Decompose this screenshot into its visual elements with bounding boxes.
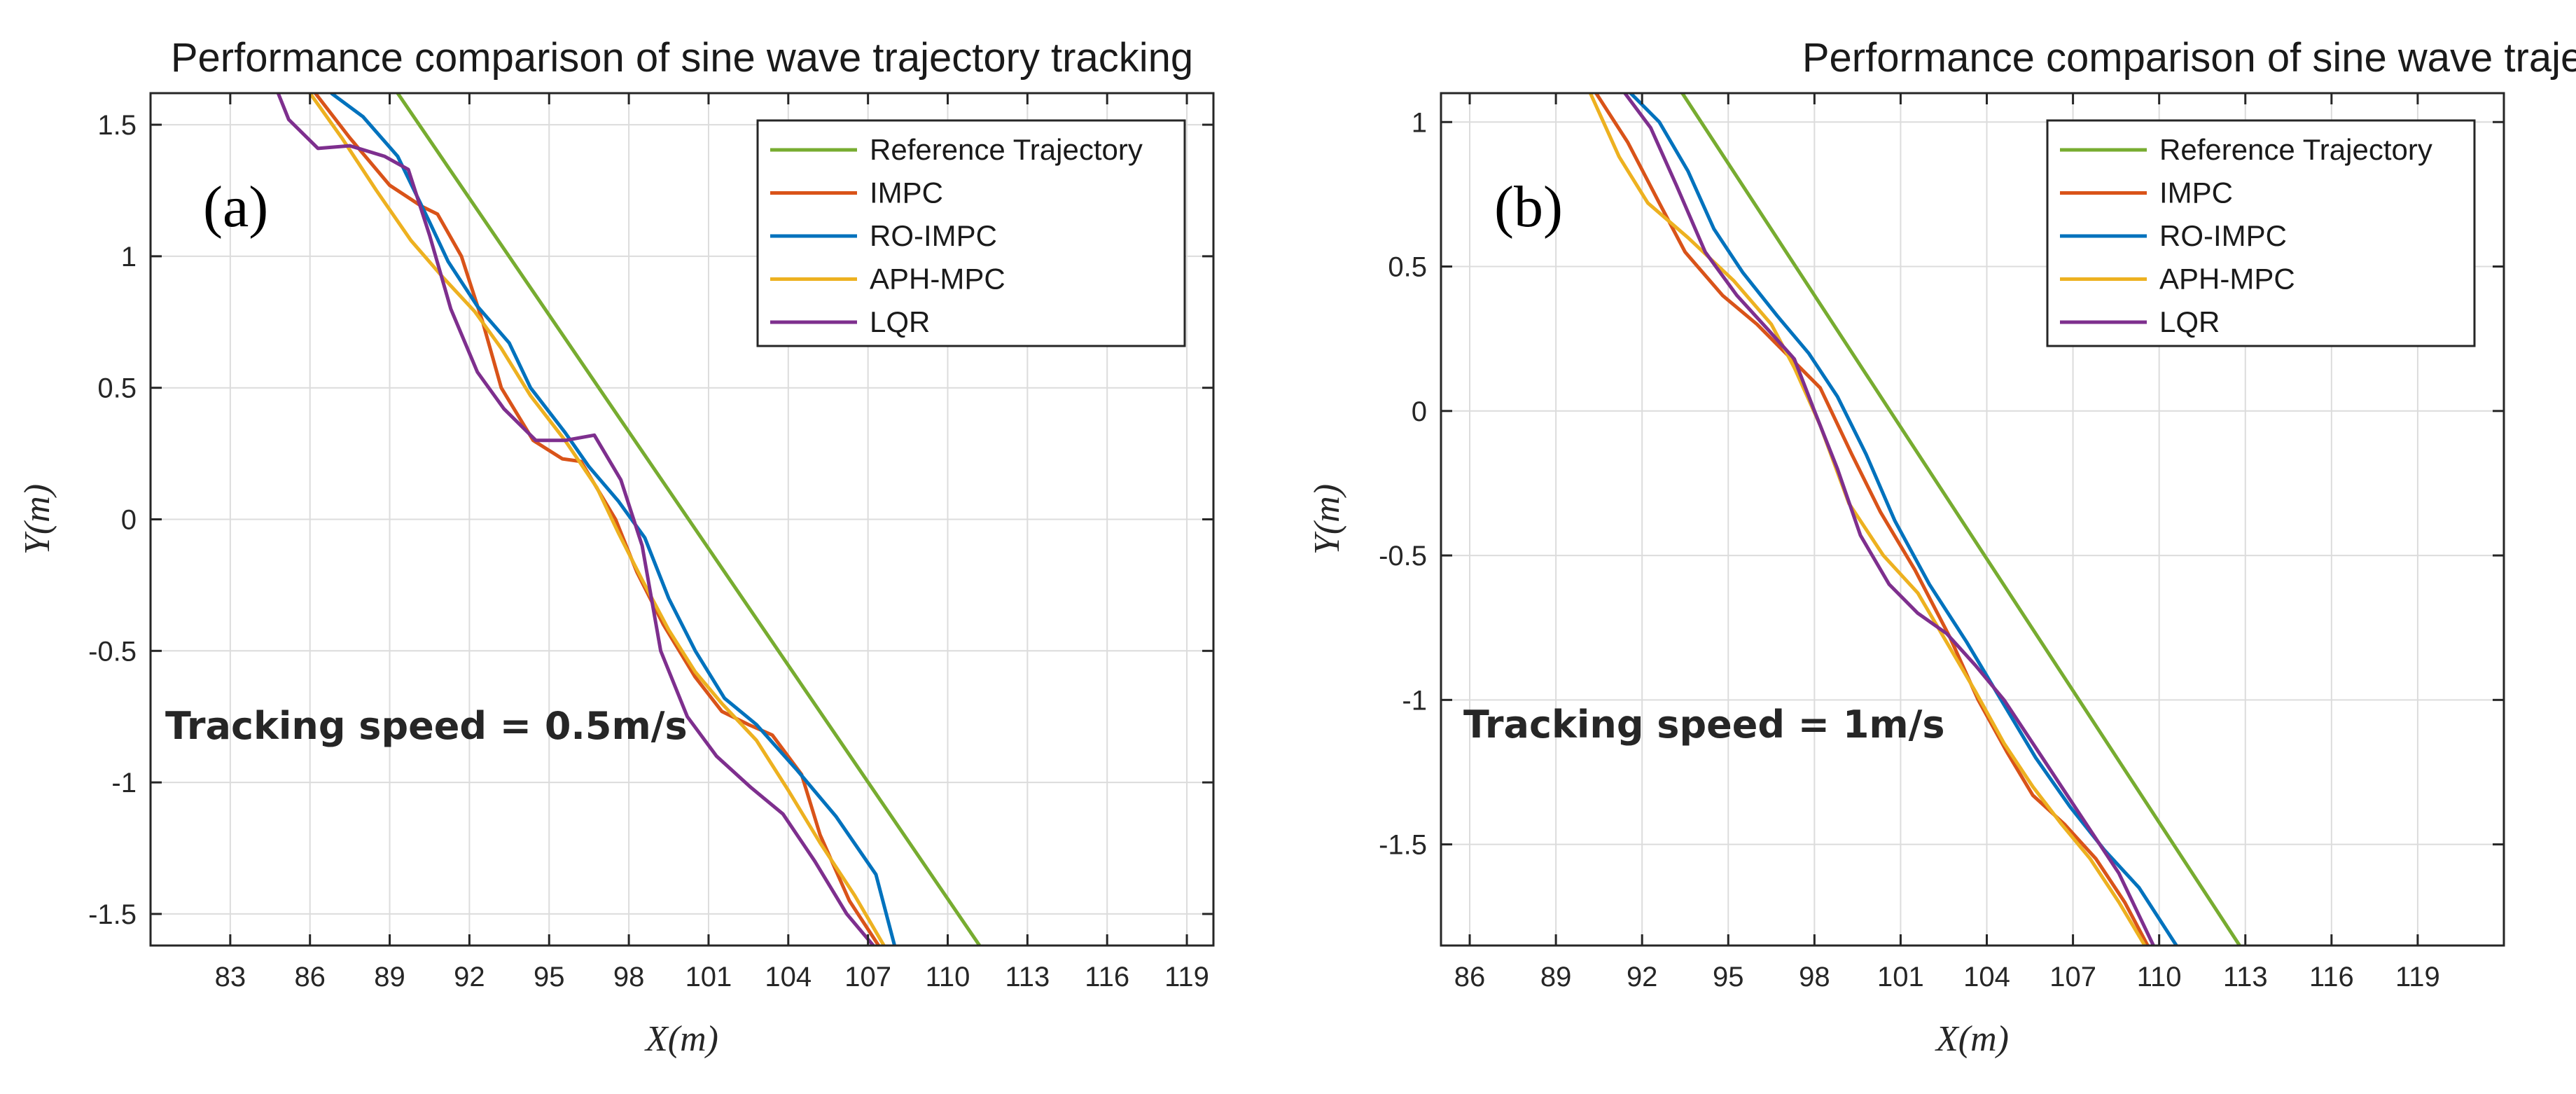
legend-entry: RO-IMPC bbox=[2159, 219, 2287, 252]
legend-box bbox=[756, 119, 1186, 347]
legend-entry: IMPC bbox=[2159, 176, 2233, 209]
speed-annotation: Tracking speed = 0.5m/s bbox=[165, 704, 688, 748]
x-tick-label: 95 bbox=[1713, 962, 1744, 992]
legend-entry: RO-IMPC bbox=[870, 219, 997, 252]
x-tick-label: 104 bbox=[765, 962, 812, 992]
legend-entry: APH-MPC bbox=[870, 263, 1005, 296]
series-line-ro-impc bbox=[330, 93, 897, 946]
y-tick-label: -0.5 bbox=[1379, 541, 1427, 572]
x-tick-label: 95 bbox=[534, 962, 565, 992]
chart-title: Performance comparison of sine wave traj… bbox=[171, 35, 1193, 81]
legend-entry: LQR bbox=[2159, 305, 2220, 338]
series-line-reference-trajectory bbox=[396, 93, 982, 946]
x-tick-label: 104 bbox=[1963, 962, 2010, 992]
series-line-aph-mpc bbox=[1589, 93, 2147, 946]
x-tick-label: 92 bbox=[1627, 962, 1658, 992]
axes-box bbox=[1440, 92, 2505, 947]
x-tick-label: 101 bbox=[1877, 962, 1924, 992]
legend-entry: APH-MPC bbox=[2159, 263, 2295, 296]
y-axis-label: Y(m) bbox=[1307, 484, 1347, 555]
series-line-reference-trajectory bbox=[1680, 93, 2241, 946]
x-tick-label: 116 bbox=[2309, 962, 2354, 992]
x-tick-label: 101 bbox=[685, 962, 732, 992]
y-tick-label: -1 bbox=[1402, 685, 1427, 716]
speed-annotation: Tracking speed = 1m/s bbox=[1463, 702, 1945, 747]
chart-panel-1: 86 89 92 95 98 101 104 107 110 113 116 119 -1.5 -1 -0.… bbox=[1307, 35, 2576, 1059]
x-tick-label: 89 bbox=[1540, 962, 1572, 992]
panel-label: (b) bbox=[1494, 174, 1563, 240]
y-axis-label: Y(m) bbox=[18, 484, 57, 555]
panel-label: (a) bbox=[203, 174, 268, 240]
series-line-lqr bbox=[276, 93, 875, 946]
series-line-impc bbox=[1594, 93, 2150, 946]
y-tick-label: 0 bbox=[121, 505, 137, 536]
x-tick-label: 98 bbox=[613, 962, 645, 992]
x-axis-label: X(m) bbox=[644, 1019, 718, 1059]
chart-title: Performance comparison of sine wave traj… bbox=[1802, 35, 2576, 81]
y-tick-label: -1.5 bbox=[1379, 830, 1427, 861]
x-tick-label: 89 bbox=[374, 962, 405, 992]
y-tick-label: 0.5 bbox=[1388, 252, 1427, 283]
x-tick-label: 113 bbox=[2223, 962, 2268, 992]
y-tick-label: 1.5 bbox=[97, 110, 137, 141]
y-tick-label: 1 bbox=[1412, 107, 1427, 138]
legend-entry: LQR bbox=[870, 305, 930, 338]
x-tick-label: 107 bbox=[844, 962, 891, 992]
x-tick-label: 119 bbox=[2395, 962, 2440, 992]
legend-box bbox=[2046, 119, 2476, 347]
legend-entry: IMPC bbox=[870, 176, 943, 209]
x-tick-label: 86 bbox=[1454, 962, 1486, 992]
y-tick-label: 1 bbox=[121, 242, 137, 272]
x-tick-label: 107 bbox=[2049, 962, 2096, 992]
x-tick-label: 83 bbox=[215, 962, 246, 992]
y-tick-label: 0.5 bbox=[97, 373, 137, 404]
legend-entry: Reference Trajectory bbox=[2159, 133, 2432, 166]
legend: Reference Trajectory IMPC RO-IMPC APH-MPC LQ… bbox=[2046, 119, 2476, 347]
x-tick-label: 116 bbox=[1085, 962, 1129, 992]
x-tick-label: 119 bbox=[1164, 962, 1209, 992]
y-tick-label: -1.5 bbox=[88, 899, 137, 930]
y-tick-label: -0.5 bbox=[88, 636, 137, 667]
x-tick-label: 86 bbox=[294, 962, 326, 992]
x-axis-label: X(m) bbox=[1935, 1019, 2009, 1059]
series-line-aph-mpc bbox=[308, 93, 886, 946]
x-tick-label: 110 bbox=[926, 962, 970, 992]
x-tick-label: 110 bbox=[2137, 962, 2182, 992]
x-tick-label: 113 bbox=[1005, 962, 1050, 992]
y-tick-label: -1 bbox=[111, 768, 137, 798]
legend-entry: Reference Trajectory bbox=[870, 133, 1143, 166]
y-tick-label: 0 bbox=[1412, 396, 1427, 427]
x-tick-label: 92 bbox=[454, 962, 485, 992]
chart-panel-0: 83 86 89 92 95 98 101 104 107 110 113 116 119 -1.5 -1 -… bbox=[18, 35, 1215, 1059]
series-line-ro-impc bbox=[1629, 93, 2178, 946]
series-line-lqr bbox=[1623, 93, 2155, 946]
x-tick-label: 98 bbox=[1799, 962, 1830, 992]
legend: Reference Trajectory IMPC RO-IMPC APH-MPC LQ… bbox=[756, 119, 1186, 347]
